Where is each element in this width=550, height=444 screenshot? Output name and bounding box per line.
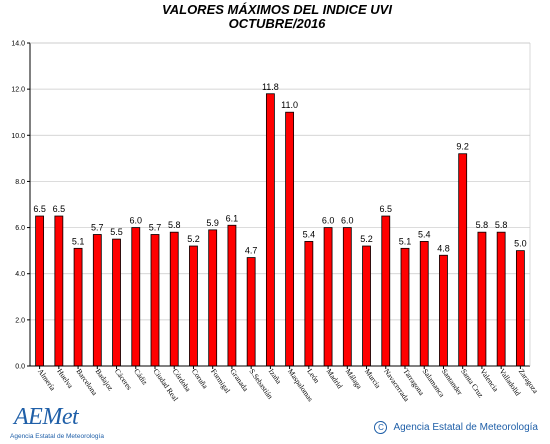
data-label: 6.5 bbox=[53, 204, 66, 214]
data-label: 11.8 bbox=[262, 82, 279, 92]
bar bbox=[477, 231, 487, 367]
bar bbox=[112, 238, 121, 367]
data-label: 5.8 bbox=[476, 220, 489, 230]
axes bbox=[27, 42, 531, 369]
bar bbox=[73, 247, 83, 367]
data-label: 5.1 bbox=[72, 236, 85, 246]
data-label: 5.2 bbox=[187, 234, 200, 244]
bar bbox=[227, 224, 237, 367]
bar bbox=[458, 153, 468, 367]
logo-subtitle: Agencia Estatal de Meteorología bbox=[10, 433, 104, 440]
bar bbox=[496, 231, 506, 367]
x-tick-label: Madrid bbox=[324, 367, 344, 390]
data-label: 5.9 bbox=[206, 218, 219, 228]
bar bbox=[131, 227, 141, 367]
x-tick-label: Cádiz bbox=[132, 367, 150, 387]
chart-subtitle: OCTUBRE/2016 bbox=[229, 16, 327, 31]
x-tick-label: Cáceres bbox=[113, 367, 134, 392]
bar bbox=[515, 250, 525, 367]
bar bbox=[381, 215, 391, 367]
data-label: 5.8 bbox=[495, 220, 508, 230]
data-labels: 6.5 6.5 5.1 5.7 5.5 6.0 5.7 5.8 5.2 5.9 6.1 4.7 11.8… bbox=[33, 82, 526, 256]
copyright-icon: C bbox=[374, 421, 388, 434]
bars bbox=[35, 93, 525, 367]
bar bbox=[400, 247, 410, 367]
bar bbox=[246, 257, 256, 367]
data-label: 6.0 bbox=[341, 216, 354, 226]
bar bbox=[54, 215, 64, 367]
copyright-text: Agencia Estatal de Meteorología bbox=[393, 422, 538, 434]
y-tick-label: 8.0 bbox=[15, 179, 25, 186]
y-tick-labels: 0.0 2.0 4.0 6.0 8.0 10.0 12.0 14.0 bbox=[11, 41, 25, 371]
data-label: 5.7 bbox=[91, 222, 104, 232]
y-tick-label: 0.0 bbox=[15, 364, 25, 371]
y-tick-label: 14.0 bbox=[11, 41, 25, 48]
data-label: 6.0 bbox=[322, 216, 335, 226]
x-tick-label: León bbox=[305, 367, 321, 385]
data-label: 11.0 bbox=[281, 100, 298, 110]
y-tick-label: 4.0 bbox=[15, 271, 25, 278]
data-label: 9.2 bbox=[456, 142, 469, 152]
data-label: 5.8 bbox=[168, 220, 181, 230]
bar bbox=[342, 227, 352, 367]
bar bbox=[208, 229, 218, 367]
gridlines bbox=[30, 42, 530, 321]
bar bbox=[189, 245, 198, 367]
y-tick-label: 6.0 bbox=[15, 225, 25, 232]
x-tick-label: Murcia bbox=[363, 367, 383, 390]
x-tick-label: Málaga bbox=[344, 367, 365, 391]
data-label: 5.5 bbox=[110, 227, 123, 237]
bar bbox=[439, 254, 448, 367]
data-label: 6.0 bbox=[130, 216, 143, 226]
bar bbox=[92, 234, 102, 367]
x-tick-label: Almería bbox=[36, 367, 58, 393]
data-label: 5.1 bbox=[399, 236, 412, 246]
x-tick-label: Izaña bbox=[267, 367, 284, 386]
data-label: 5.2 bbox=[360, 234, 373, 244]
copyright-notice: C Agencia Estatal de Meteorología bbox=[374, 421, 538, 434]
data-label: 5.4 bbox=[303, 229, 316, 239]
bar bbox=[265, 93, 275, 367]
bar bbox=[362, 245, 371, 367]
data-label: 6.5 bbox=[380, 204, 393, 214]
y-tick-label: 12.0 bbox=[11, 87, 25, 94]
data-label: 5.0 bbox=[514, 239, 527, 249]
x-tick-label: Huelva bbox=[55, 367, 75, 390]
bar bbox=[323, 227, 333, 367]
logo-wordmark: AEMet bbox=[14, 404, 79, 430]
data-label: 4.8 bbox=[437, 243, 450, 253]
bar bbox=[304, 241, 314, 367]
data-label: 5.4 bbox=[418, 229, 431, 239]
y-tick-label: 10.0 bbox=[11, 133, 25, 140]
bar bbox=[150, 234, 160, 367]
data-label: 6.1 bbox=[226, 213, 239, 223]
bar bbox=[285, 111, 295, 367]
aemet-logo: AEMet Agencia Estatal de Meteorología bbox=[4, 404, 114, 444]
data-label: 5.7 bbox=[149, 222, 162, 232]
bar bbox=[419, 241, 429, 367]
chart-title: VALORES MÁXIMOS DEL INDICE UVI bbox=[162, 2, 392, 17]
y-tick-label: 2.0 bbox=[15, 317, 25, 324]
data-label: 6.5 bbox=[33, 204, 46, 214]
data-label: 4.7 bbox=[245, 246, 258, 256]
bar bbox=[35, 215, 45, 367]
bar bbox=[169, 231, 179, 367]
